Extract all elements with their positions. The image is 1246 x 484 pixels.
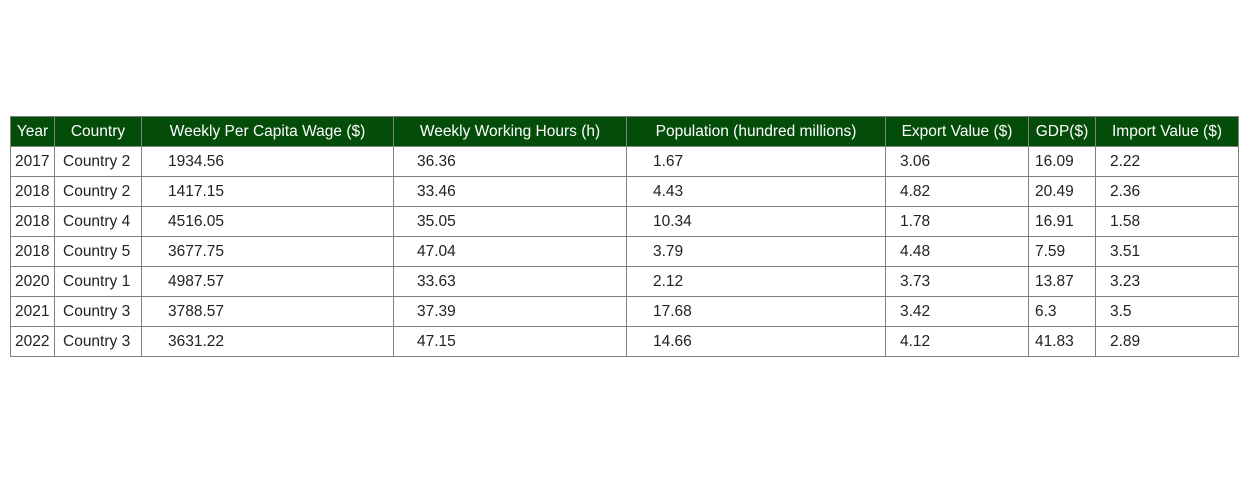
column-header: Weekly Working Hours (h) — [393, 116, 627, 147]
table-cell: 35.05 — [393, 206, 627, 237]
table-cell: 36.36 — [393, 146, 627, 177]
table-row: 2017 Country 2 1934.56 36.36 1.67 3.06 16.09 2.… — [10, 146, 1239, 177]
table-cell: 4.82 — [885, 176, 1029, 207]
table-cell: 3.5 — [1095, 296, 1239, 327]
table-cell: 2018 — [10, 236, 55, 267]
table-cell: Country 3 — [54, 296, 142, 327]
table-cell: 10.34 — [626, 206, 886, 237]
table-cell: 3.23 — [1095, 266, 1239, 297]
table-cell: 2022 — [10, 326, 55, 357]
table-cell: 47.04 — [393, 236, 627, 267]
table-cell: 33.46 — [393, 176, 627, 207]
table-row: 2018 Country 2 1417.15 33.46 4.43 4.82 20.49 2.… — [10, 176, 1239, 207]
table-cell: 4.43 — [626, 176, 886, 207]
table-cell: 2017 — [10, 146, 55, 177]
table-cell: 2.22 — [1095, 146, 1239, 177]
table-cell: 4.48 — [885, 236, 1029, 267]
table-cell: 7.59 — [1028, 236, 1096, 267]
column-header: Population (hundred millions) — [626, 116, 886, 147]
table-cell: 3.51 — [1095, 236, 1239, 267]
table-cell: 3.79 — [626, 236, 886, 267]
table-cell: 3677.75 — [141, 236, 394, 267]
table-cell: 20.49 — [1028, 176, 1096, 207]
table-cell: 16.09 — [1028, 146, 1096, 177]
table-row: 2020 Country 1 4987.57 33.63 2.12 3.73 13.87 3.… — [10, 266, 1239, 297]
table-cell: 4987.57 — [141, 266, 394, 297]
column-header: Country — [54, 116, 142, 147]
table-cell: 1.67 — [626, 146, 886, 177]
table-cell: Country 2 — [54, 146, 142, 177]
table-cell: 3.06 — [885, 146, 1029, 177]
table-row: 2018 Country 4 4516.05 35.05 10.34 1.78 16.91 1… — [10, 206, 1239, 237]
table-cell: 3.73 — [885, 266, 1029, 297]
table-cell: 4.12 — [885, 326, 1029, 357]
column-header: Weekly Per Capita Wage ($) — [141, 116, 394, 147]
table-row: 2021 Country 3 3788.57 37.39 17.68 3.42 6.3 3.5 — [10, 296, 1239, 327]
column-header: Export Value ($) — [885, 116, 1029, 147]
table-cell: 13.87 — [1028, 266, 1096, 297]
column-header: GDP($) — [1028, 116, 1096, 147]
table-cell: 2020 — [10, 266, 55, 297]
table-cell: 6.3 — [1028, 296, 1096, 327]
table-cell: Country 4 — [54, 206, 142, 237]
table-cell: 3631.22 — [141, 326, 394, 357]
table-header: Year Country Weekly Per Capita Wage ($) Wee… — [10, 116, 1239, 147]
data-table: Year Country Weekly Per Capita Wage ($) Wee… — [10, 116, 1239, 357]
header-row: Year Country Weekly Per Capita Wage ($) Wee… — [10, 116, 1239, 147]
table-cell: 2018 — [10, 206, 55, 237]
table-cell: Country 1 — [54, 266, 142, 297]
table-cell: 17.68 — [626, 296, 886, 327]
table-cell: 33.63 — [393, 266, 627, 297]
table-cell: 3788.57 — [141, 296, 394, 327]
table-cell: 1934.56 — [141, 146, 394, 177]
table-cell: 1417.15 — [141, 176, 394, 207]
table-cell: 4516.05 — [141, 206, 394, 237]
column-header: Import Value ($) — [1095, 116, 1239, 147]
table-cell: 3.42 — [885, 296, 1029, 327]
table-cell: 41.83 — [1028, 326, 1096, 357]
table-cell: 47.15 — [393, 326, 627, 357]
table-cell: 1.78 — [885, 206, 1029, 237]
table-cell: Country 5 — [54, 236, 142, 267]
table-cell: 2.12 — [626, 266, 886, 297]
column-header: Year — [10, 116, 55, 147]
table-row: 2022 Country 3 3631.22 47.15 14.66 4.12 41.83 2… — [10, 326, 1239, 357]
table-cell: 2021 — [10, 296, 55, 327]
table-cell: 2.36 — [1095, 176, 1239, 207]
table-body: 2017 Country 2 1934.56 36.36 1.67 3.06 16.09 2.… — [10, 146, 1239, 357]
table-cell: 37.39 — [393, 296, 627, 327]
table-row: 2018 Country 5 3677.75 47.04 3.79 4.48 7.59 3.5… — [10, 236, 1239, 267]
table-cell: Country 2 — [54, 176, 142, 207]
table-cell: 1.58 — [1095, 206, 1239, 237]
table-cell: 14.66 — [626, 326, 886, 357]
table-cell: 2.89 — [1095, 326, 1239, 357]
table-cell: Country 3 — [54, 326, 142, 357]
table-cell: 16.91 — [1028, 206, 1096, 237]
table-cell: 2018 — [10, 176, 55, 207]
